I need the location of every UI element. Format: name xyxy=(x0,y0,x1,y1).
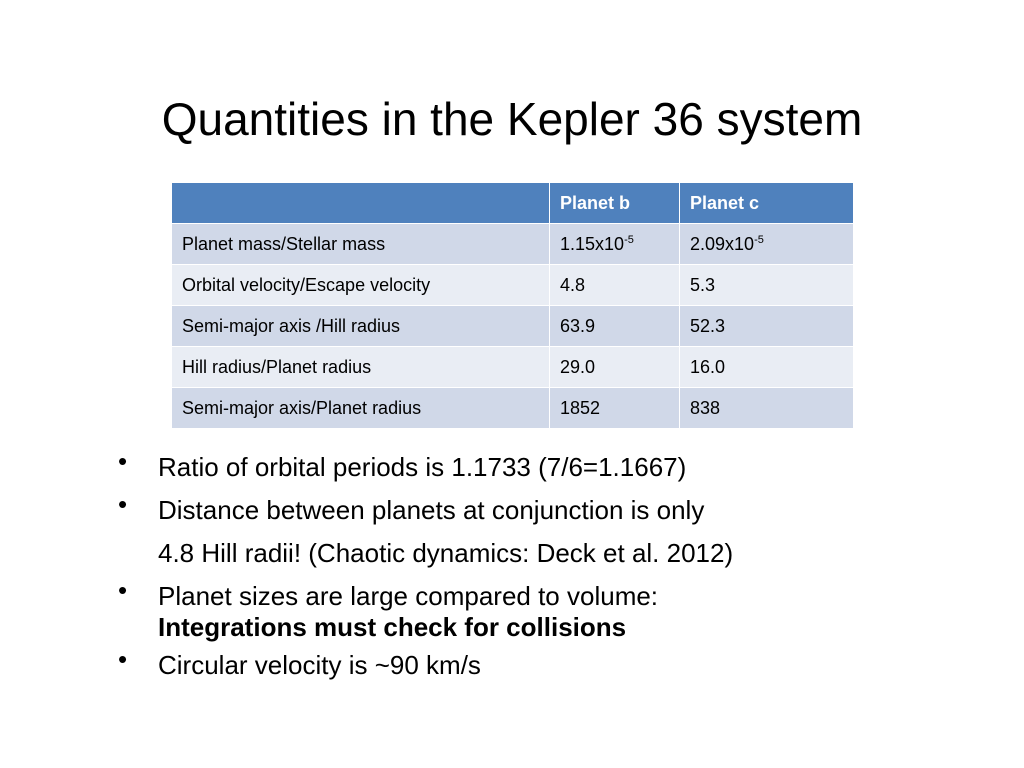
bullet-item: Ratio of orbital periods is 1.1733 (7/6=… xyxy=(115,446,1015,489)
table-cell: 63.9 xyxy=(549,305,680,347)
cell-value: 52.3 xyxy=(690,315,726,336)
bullet-emphasis: Integrations must check for collisions xyxy=(158,612,627,642)
table-cell: 4.8 xyxy=(549,264,680,306)
bullet-text: Circular velocity is ~90 km/s xyxy=(158,650,481,680)
table-row: Semi-major axis/Planet radius 1852 838 xyxy=(171,387,854,429)
table-cell: 5.3 xyxy=(679,264,854,306)
header-cell xyxy=(171,182,550,224)
cell-value: 4.8 xyxy=(560,274,586,295)
table-row: Planet mass/Stellar mass 1.15x10-5 2.09x10… xyxy=(171,223,854,265)
table-cell: 1.15x10-5 xyxy=(549,223,680,265)
slide-title: Quantities in the Kepler 36 system xyxy=(161,93,863,145)
table-cell: 16.0 xyxy=(679,346,854,388)
header-row: Planet b Planet c xyxy=(171,182,854,224)
table-row: Orbital velocity/Escape velocity 4.8 5.3 xyxy=(171,264,854,306)
bullet-text: Planet sizes are large compared to volum… xyxy=(158,581,659,611)
cell-value: 1852 xyxy=(560,397,601,418)
header-cell: Planet c xyxy=(679,182,854,224)
row-label: Hill radius/Planet radius xyxy=(171,346,550,388)
table-cell: 2.09x10-5 xyxy=(679,223,854,265)
table-cell: 1852 xyxy=(549,387,680,429)
row-label: Semi-major axis /Hill radius xyxy=(171,305,550,347)
bullet-text: Ratio of orbital periods is 1.1733 (7/6=… xyxy=(158,452,687,482)
bullet-text: 4.8 Hill radii! (Chaotic dynamics: Deck … xyxy=(158,538,734,568)
cell-value: 29.0 xyxy=(560,356,596,377)
table-row: Hill radius/Planet radius 29.0 16.0 xyxy=(171,346,854,388)
bullet-item: Circular velocity is ~90 km/s xyxy=(115,644,1015,687)
bullet-list: Ratio of orbital periods is 1.1733 (7/6=… xyxy=(115,446,1015,687)
table-cell: 52.3 xyxy=(679,305,854,347)
cell-value: 838 xyxy=(690,397,721,418)
bullet-text: Distance between planets at conjunction … xyxy=(158,495,705,525)
table-row: Semi-major axis /Hill radius 63.9 52.3 xyxy=(171,305,854,347)
header-cell: Planet b xyxy=(549,182,680,224)
row-label: Orbital velocity/Escape velocity xyxy=(171,264,550,306)
cell-value: 1.15x10 xyxy=(560,233,625,254)
table-cell: 29.0 xyxy=(549,346,680,388)
cell-value: 16.0 xyxy=(690,356,726,377)
cell-value: 63.9 xyxy=(560,315,596,336)
cell-value: 2.09x10 xyxy=(690,233,755,254)
table-body: Planet mass/Stellar mass 1.15x10-5 2.09x10… xyxy=(171,223,854,429)
row-label: Planet mass/Stellar mass xyxy=(171,223,550,265)
row-label: Semi-major axis/Planet radius xyxy=(171,387,550,429)
cell-value: 5.3 xyxy=(690,274,716,295)
table-cell: 838 xyxy=(679,387,854,429)
bullet-item: Planet sizes are large compared to volum… xyxy=(115,575,1015,644)
cell-exponent: -5 xyxy=(754,233,764,246)
bullet-item: Distance between planets at conjunction … xyxy=(115,489,1015,575)
cell-exponent: -5 xyxy=(624,233,634,246)
data-table: Planet b Planet c Planet mass/Stellar ma… xyxy=(171,182,854,429)
